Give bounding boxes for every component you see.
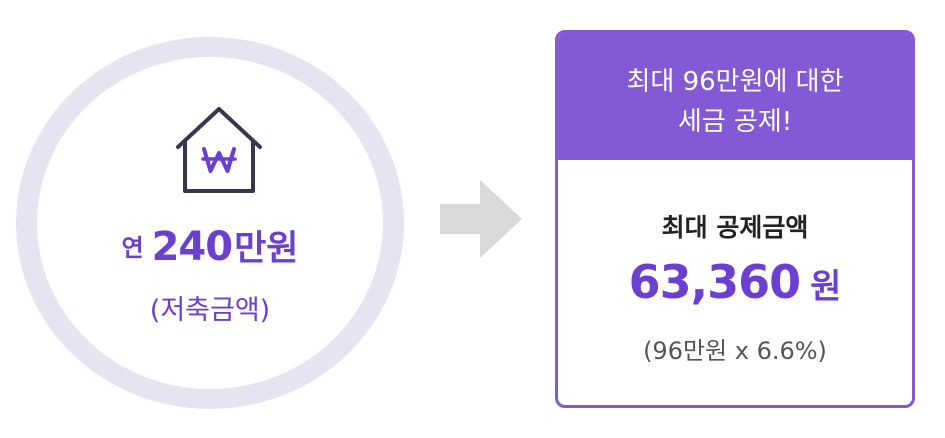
savings-amount-value: 240	[151, 224, 233, 270]
deduction-card: 최대 96만원에 대한 세금 공제! 최대 공제금액 63,360 원 (96만원…	[555, 30, 915, 408]
card-header-line-2: 세금 공제!	[677, 107, 793, 137]
savings-amount-unit: 만원	[234, 229, 299, 269]
house-won-icon	[176, 107, 262, 193]
max-deduction-amount: 63,360 원	[558, 255, 912, 309]
deduction-card-header: 최대 96만원에 대한 세금 공제!	[558, 33, 912, 160]
deduction-formula: (96만원 x 6.6%)	[643, 337, 827, 365]
arrow-right-icon	[440, 180, 522, 258]
savings-amount: 연 240만원	[0, 220, 420, 271]
max-deduction-unit: 원	[810, 267, 842, 307]
max-deduction-title: 최대 공제금액	[661, 213, 809, 242]
card-header-line-1: 최대 96만원에 대한	[626, 67, 844, 97]
savings-label: (저축금액)	[149, 295, 271, 326]
max-deduction-value: 63,360	[628, 255, 802, 309]
savings-prefix: 연	[121, 234, 144, 262]
savings-circle	[37, 57, 383, 389]
